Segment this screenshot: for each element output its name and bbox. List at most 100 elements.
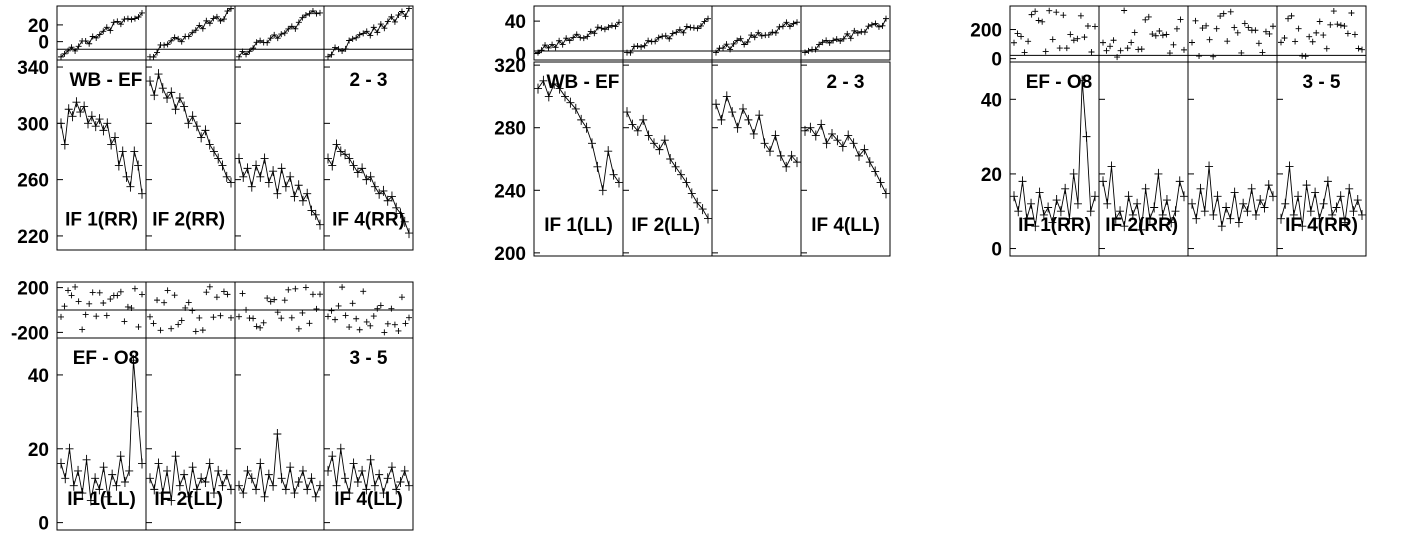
amplitude-point <box>273 188 282 199</box>
amplitude-point <box>277 163 286 174</box>
amplitude-point <box>1328 209 1337 220</box>
phase-point <box>107 27 114 34</box>
amplitude-series-4 <box>324 443 413 499</box>
phase-point <box>306 320 313 327</box>
amplitude-point <box>222 171 231 182</box>
amplitude-point <box>1039 209 1048 220</box>
phase-point <box>669 30 676 37</box>
amplitude-point <box>392 202 401 213</box>
amplitude-point <box>838 141 847 152</box>
phase-point <box>267 35 274 42</box>
phase-point <box>861 29 868 36</box>
phase-point <box>655 34 662 41</box>
amplitude-tick-label: 0 <box>38 514 49 535</box>
amplitude-point <box>184 491 193 502</box>
amplitude-point <box>114 160 123 171</box>
phase-point <box>786 23 793 30</box>
phase-point <box>713 49 719 56</box>
amplitude-point <box>1111 213 1120 224</box>
phase-point <box>552 44 559 51</box>
amplitude-point <box>112 480 121 491</box>
figure-1: 200 340 300 260 220 WB - EF 2 - 3 IF 1(RR) IF 2(… <box>17 5 414 251</box>
amplitude-point <box>76 107 85 118</box>
phase-point <box>306 10 313 17</box>
amplitude-point <box>197 132 206 143</box>
phase-point <box>1032 8 1039 15</box>
amplitude-point <box>84 118 92 129</box>
phase-point <box>72 283 79 290</box>
phase-point <box>391 321 398 328</box>
amplitude-point <box>134 160 143 171</box>
phase-point <box>185 33 192 40</box>
amplitude-point <box>57 118 65 129</box>
phase-point <box>1131 29 1138 36</box>
phase-point <box>164 41 171 48</box>
amplitude-point <box>72 97 81 108</box>
phase-point <box>342 45 349 52</box>
phase-point <box>75 298 82 305</box>
amplitude-point <box>593 161 602 172</box>
phase-point <box>1245 24 1252 31</box>
amplitude-point <box>345 153 354 164</box>
amplitude-point <box>366 171 375 182</box>
amplitude-point <box>1200 206 1209 217</box>
amplitude-point <box>400 216 409 227</box>
amplitude-point <box>108 469 117 480</box>
amplitude-point <box>69 480 78 491</box>
amplitude-series-1 <box>57 355 146 506</box>
if-label: IF 2(RR) <box>152 209 225 230</box>
amplitude-point <box>1239 198 1248 209</box>
phase-point <box>1170 41 1177 48</box>
phase-point <box>346 37 353 44</box>
amplitude-point <box>566 97 575 108</box>
amplitude-point <box>252 160 261 171</box>
amplitude-point <box>693 197 702 208</box>
phase-point <box>819 39 826 46</box>
phase-point <box>295 19 302 26</box>
phase-point <box>68 44 75 51</box>
if-label: IF 2(RR) <box>1105 215 1178 236</box>
amplitude-point <box>1289 209 1298 220</box>
amplitude-point <box>1345 183 1354 194</box>
amplitude-point <box>387 462 396 473</box>
amplitude-point <box>264 469 273 480</box>
phase-point <box>61 50 68 57</box>
phase-point <box>1330 8 1337 15</box>
phase-point <box>224 291 231 298</box>
phase-point <box>608 22 615 29</box>
amplitude-point <box>370 480 379 491</box>
phase-point <box>1142 16 1149 23</box>
phase-point <box>591 30 598 37</box>
phase-point <box>220 288 227 295</box>
phase-point <box>1241 20 1248 27</box>
phase-point <box>267 298 274 305</box>
amplitude-point <box>214 153 223 164</box>
amplitude-point <box>588 138 596 149</box>
phase-point <box>601 26 608 33</box>
phase-point <box>342 312 349 319</box>
phase-point <box>1220 10 1227 17</box>
amplitude-series-4 <box>801 119 890 199</box>
phase-point <box>203 17 210 24</box>
phase-point <box>570 34 577 41</box>
phase-point <box>765 31 772 38</box>
amplitude-tick-label: 300 <box>17 114 49 135</box>
phase-point <box>1166 50 1173 57</box>
phase-point <box>616 19 622 26</box>
phase-point <box>257 324 264 331</box>
phase-point <box>837 37 844 44</box>
amplitude-point <box>379 185 388 196</box>
amplitude-point <box>811 130 820 141</box>
amplitude-point <box>341 473 350 484</box>
phase-point <box>381 25 388 32</box>
amplitude-point <box>205 139 214 150</box>
amplitude-point <box>366 454 375 465</box>
amplitude-point <box>628 119 637 130</box>
amplitude-tick-label: 40 <box>28 366 49 387</box>
baseline-label: 2 - 3 <box>349 70 387 91</box>
amplitude-point <box>256 171 265 182</box>
amplitude-point <box>771 130 780 141</box>
amplitude-point <box>660 135 669 146</box>
phase-point <box>1018 33 1025 40</box>
